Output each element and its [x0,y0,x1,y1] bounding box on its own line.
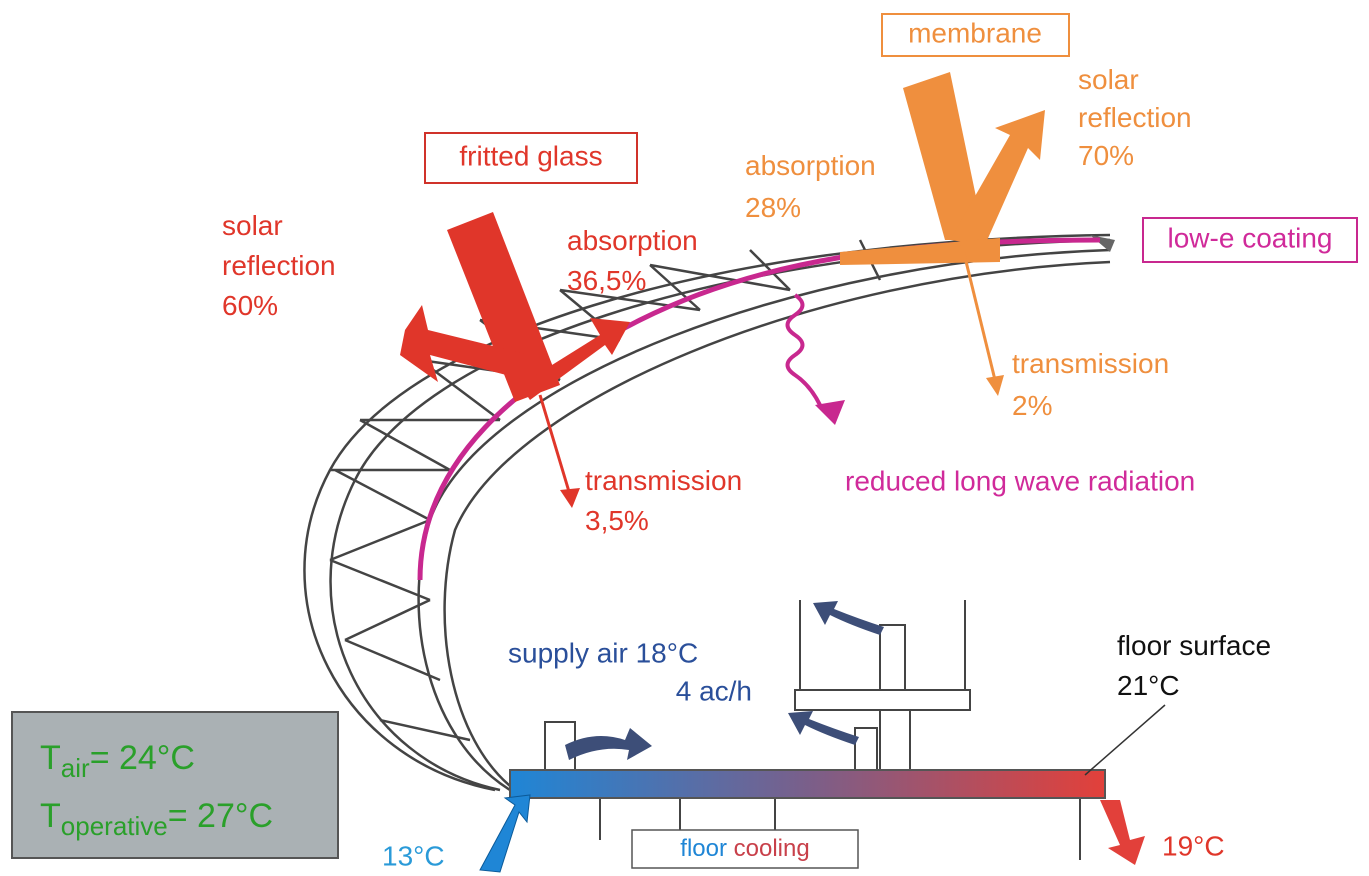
air-arrows [565,601,884,760]
roof-structure [303,233,1115,792]
floor-cooling-box [631,829,859,869]
radiation-arrow [785,293,822,406]
radiation-arrowhead [815,400,845,425]
conditions-box [11,711,339,859]
building [544,600,1081,860]
low-e-box [1142,217,1358,263]
leader-line [1084,704,1166,776]
fritted-glass-box [424,132,638,184]
glass-reflection: solar reflection 60% [222,210,336,321]
membrane-absorption: absorption 28% [745,150,876,223]
membrane-box [881,13,1070,57]
fritted-glass-label: fritted glass [459,140,602,171]
low-e-label: low-e coating [1168,222,1333,253]
operative-temperature: Toperative= 27°C [40,797,273,841]
air-temperature: Tair= 24°C [40,739,195,783]
membrane-arrows [840,72,1045,396]
membrane-label: membrane [908,17,1042,48]
floor-slab [509,769,1106,799]
membrane-reflection: solar reflection 70% [1078,64,1192,171]
membrane-transmission: transmission 2% [1012,348,1169,421]
radiation-label: reduced long wave radiation [845,465,1195,496]
air-change: 4 ac/h [676,675,752,706]
outlet-arrow [1100,800,1145,865]
glass-transmission: transmission 3,5% [585,465,742,536]
inlet-temp: 13°C [382,840,445,871]
supply-air: supply air 18°C [508,637,698,668]
floor-cooling: floor cooling [680,835,809,862]
inlet-arrow [479,794,531,873]
floor-surface: floor surface 21°C [1117,630,1271,701]
glass-absorption: absorption 36,5% [567,225,698,296]
outlet-temp: 19°C [1162,830,1225,861]
fritted-glass-arrows [400,212,630,508]
